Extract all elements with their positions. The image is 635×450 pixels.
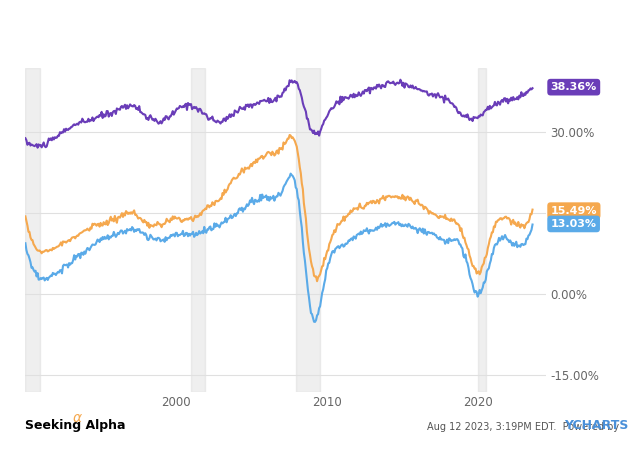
Bar (478, 68, 486, 392)
Bar (191, 68, 205, 392)
Bar (25, 68, 41, 392)
Text: α: α (73, 411, 82, 425)
Text: Seeking Alpha: Seeking Alpha (25, 419, 126, 432)
Text: 38.36%: 38.36% (551, 82, 597, 92)
Text: Aug 12 2023, 3:19PM EDT.  Powered by: Aug 12 2023, 3:19PM EDT. Powered by (427, 422, 622, 432)
Text: 13.03%: 13.03% (551, 219, 597, 229)
Text: 15.49%: 15.49% (551, 206, 597, 216)
Text: YCHARTS: YCHARTS (565, 419, 629, 432)
Bar (295, 68, 319, 392)
